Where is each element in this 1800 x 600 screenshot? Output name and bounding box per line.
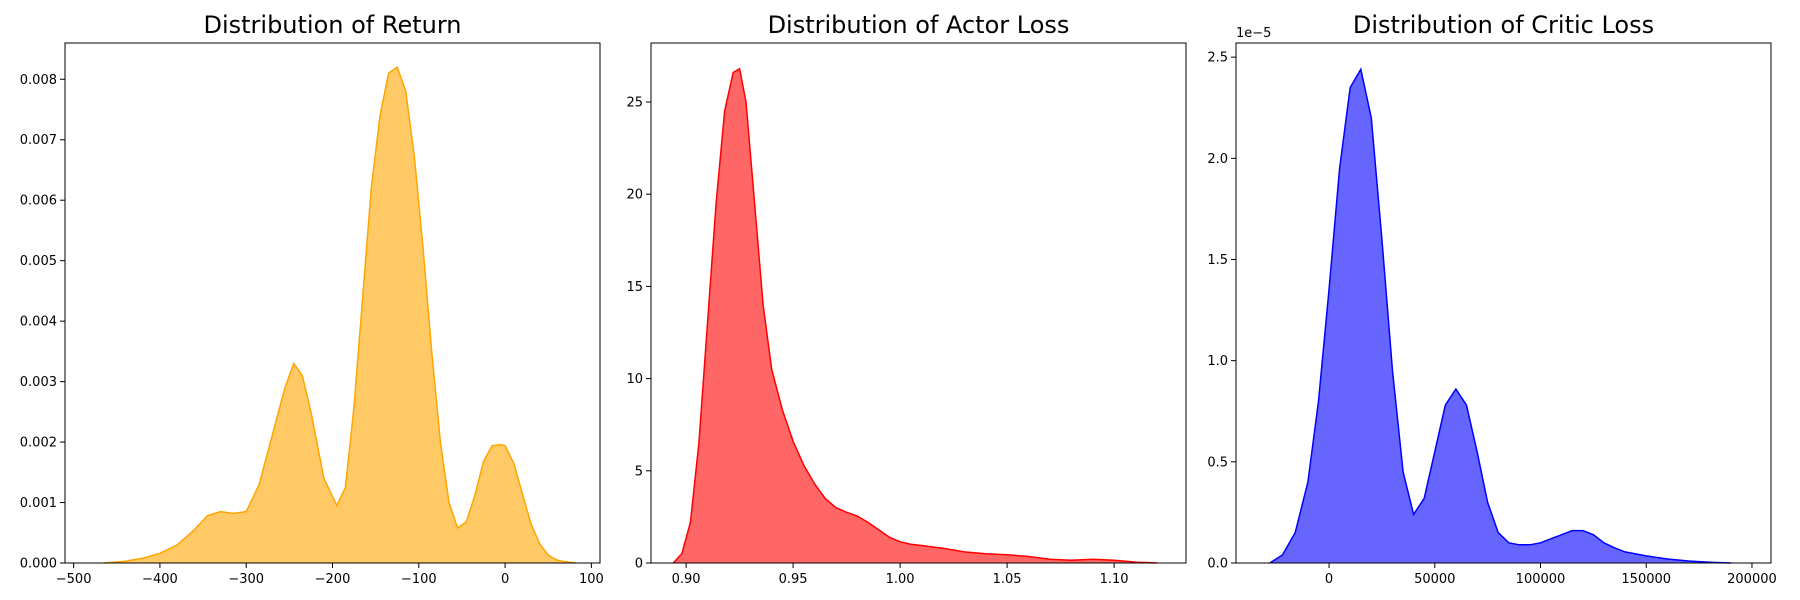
x-tick-label: −100: [401, 572, 437, 587]
density-line-2: [672, 67, 1157, 564]
x-tick-label: 0: [501, 572, 509, 587]
y-offset-label: 1e−5: [1236, 26, 1271, 41]
density-line-1: [103, 66, 576, 564]
y-tick-label: 25: [626, 96, 643, 111]
x-tick-label: −400: [142, 572, 178, 587]
x-tick-label: 0.95: [779, 572, 808, 587]
chart-title-3: Distribution of Critic Loss: [1353, 11, 1654, 39]
x-tick-label: 150000: [1621, 572, 1671, 587]
chart-title-1: Distribution of Return: [203, 11, 461, 39]
y-tick-label: 1.5: [1207, 253, 1228, 268]
density-area-2: [673, 68, 1157, 564]
y-tick-label: 15: [626, 280, 643, 295]
y-tick-label: 0.004: [20, 315, 57, 330]
y-tick-label: 0.007: [20, 133, 57, 148]
density-area-1: [103, 67, 576, 563]
x-tick-label: −200: [315, 572, 351, 587]
y-tick-label: 0.003: [20, 375, 57, 390]
y-tick-label: 0.001: [20, 496, 57, 511]
y-tick-label: 2.0: [1207, 152, 1228, 167]
x-tick-label: 1.00: [886, 572, 915, 587]
x-tick-label: 100: [579, 572, 604, 587]
y-tick-label: 0.008: [20, 73, 57, 88]
x-tick-label: −300: [228, 572, 264, 587]
x-tick-label: 1.05: [993, 572, 1022, 587]
y-tick-label: 0.5: [1207, 455, 1228, 470]
x-tick-label: 200000: [1727, 572, 1777, 587]
y-tick-label: 0.005: [20, 254, 57, 269]
x-tick-label: 0: [1325, 572, 1333, 587]
y-tick-label: 0.0: [1207, 557, 1228, 572]
x-tick-label: 0.90: [672, 572, 701, 587]
y-tick-label: 10: [626, 372, 643, 387]
y-tick-label: 0: [635, 557, 643, 572]
axes-frame-2: [650, 42, 1187, 564]
y-tick-label: 2.5: [1207, 51, 1228, 66]
y-tick-label: 20: [626, 188, 643, 203]
y-tick-label: 5: [635, 464, 643, 479]
x-tick-label: −500: [56, 572, 92, 587]
x-tick-label: 50000: [1414, 572, 1455, 587]
chart-title-2: Distribution of Actor Loss: [768, 11, 1070, 39]
axes-frame-3: [1235, 42, 1772, 564]
density-line-3: [1269, 67, 1731, 564]
x-tick-label: 100000: [1516, 572, 1566, 587]
y-tick-label: 0.002: [20, 436, 57, 451]
y-tick-label: 0.000: [20, 557, 57, 572]
y-tick-label: 1.0: [1207, 354, 1228, 369]
density-area-3: [1269, 69, 1731, 564]
x-tick-label: 1.10: [1100, 572, 1129, 587]
y-tick-label: 0.006: [20, 194, 57, 209]
